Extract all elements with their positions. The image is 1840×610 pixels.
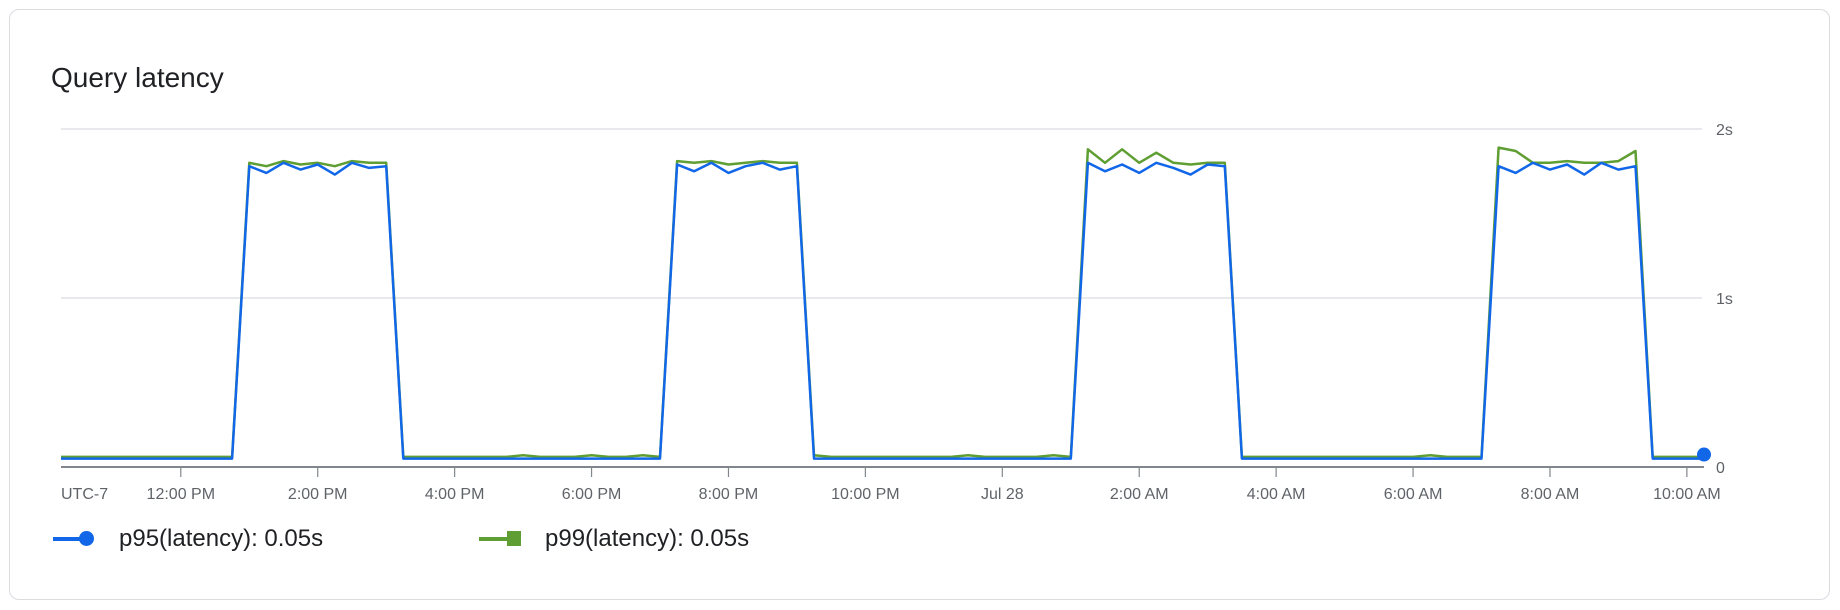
x-tick-label: 10:00 AM [1653, 486, 1721, 503]
x-tick-label: 8:00 PM [699, 486, 759, 503]
legend-label-p95: p95(latency): 0.05s [119, 525, 324, 552]
x-tick-label: 10:00 PM [831, 486, 899, 503]
last-value-marker [1697, 447, 1711, 462]
x-tick-label: 2:00 AM [1110, 486, 1169, 503]
y-tick-label: 2s [1716, 122, 1733, 139]
line-square-marker-icon [479, 529, 523, 549]
chart-card: Query latency [9, 9, 1830, 600]
series-line-p99latency [61, 146, 1704, 459]
x-tick-label: 2:00 PM [288, 486, 348, 503]
x-tick-label: Jul 28 [981, 486, 1024, 503]
legend-item-p95[interactable]: p95(latency): 0.05s [53, 524, 323, 554]
y-tick-label: 0 [1716, 460, 1725, 477]
x-tick-label: 4:00 AM [1247, 486, 1306, 503]
legend-item-p99[interactable]: p99(latency): 0.05s [479, 524, 749, 554]
x-tick-label: 4:00 PM [425, 486, 485, 503]
chart-title: Query latency [51, 62, 224, 93]
series-line-p95latency [61, 161, 1704, 460]
y-tick-label: 1s [1716, 291, 1733, 308]
x-tick-label: 6:00 AM [1384, 486, 1443, 503]
timezone-label: UTC-7 [61, 486, 108, 503]
legend-label-p99: p99(latency): 0.05s [545, 525, 750, 552]
x-tick-label: 6:00 PM [562, 486, 622, 503]
line-circle-marker-icon [53, 529, 97, 549]
x-tick-label: 12:00 PM [147, 486, 215, 503]
x-tick-label: 8:00 AM [1521, 486, 1580, 503]
